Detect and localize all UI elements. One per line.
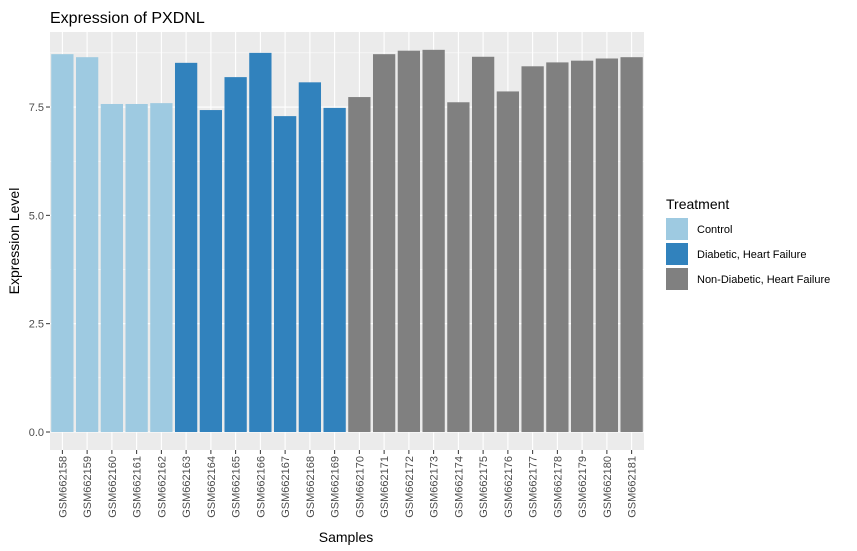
x-tick-label: GSM662179 — [577, 456, 589, 518]
x-tick-label: GSM662181 — [627, 456, 639, 518]
bar-GSM662174 — [447, 102, 470, 432]
bar-GSM662181 — [620, 57, 643, 433]
x-tick-label: GSM662178 — [552, 456, 564, 518]
x-tick-label: GSM662172 — [404, 456, 416, 518]
x-tick-label: GSM662180 — [602, 456, 614, 518]
x-tick-label: GSM662177 — [528, 456, 540, 518]
bar-GSM662173 — [422, 49, 445, 432]
bar-GSM662163 — [174, 62, 198, 432]
bar-GSM662172 — [397, 50, 421, 433]
chart-title: Expression of PXDNL — [50, 10, 205, 27]
bar-GSM662161 — [125, 103, 148, 433]
bar-GSM662175 — [471, 56, 495, 432]
y-tick-label: 2.5 — [29, 319, 44, 331]
x-tick-label: GSM662169 — [330, 456, 342, 518]
bar-GSM662176 — [496, 91, 520, 432]
legend-key-1 — [666, 243, 688, 265]
x-tick-label: GSM662170 — [354, 456, 366, 518]
bar-GSM662168 — [298, 82, 322, 432]
y-tick-label: 0.0 — [29, 427, 44, 439]
bar-GSM662177 — [521, 66, 544, 432]
x-tick-label: GSM662160 — [107, 456, 119, 518]
legend-key-2 — [666, 268, 688, 290]
x-tick-label: GSM662161 — [132, 456, 144, 518]
plot-panel — [50, 32, 644, 450]
x-tick-label: GSM662166 — [255, 456, 267, 518]
x-tick-label: GSM662171 — [379, 456, 391, 518]
y-tick-label: 5.0 — [29, 210, 44, 222]
bar-GSM662169 — [323, 107, 346, 432]
legend-label: Non-Diabetic, Heart Failure — [697, 274, 830, 286]
bar-GSM662160 — [100, 103, 124, 433]
bar-GSM662178 — [546, 62, 569, 432]
legend-key-0 — [666, 218, 688, 240]
y-axis: 0.0 2.5 5.0 7.5 — [29, 102, 50, 439]
x-tick-label: GSM662168 — [305, 456, 317, 518]
legend-label: Diabetic, Heart Failure — [697, 249, 806, 261]
bar-GSM662164 — [199, 110, 223, 432]
x-axis-title: Samples — [319, 529, 373, 545]
y-tick-label: 7.5 — [29, 102, 44, 114]
bar-GSM662170 — [348, 97, 371, 433]
x-tick-label: GSM662174 — [453, 456, 465, 518]
x-tick-label: GSM662158 — [57, 456, 69, 518]
bars — [51, 49, 643, 433]
bar-GSM662165 — [224, 77, 247, 433]
bar-GSM662162 — [150, 103, 173, 432]
x-tick-label: GSM662162 — [156, 456, 168, 518]
bar-GSM662158 — [51, 54, 74, 432]
bar-GSM662171 — [372, 54, 396, 432]
x-tick-label: GSM662159 — [82, 456, 94, 518]
bar-GSM662167 — [273, 116, 297, 432]
legend: Treatment Control Diabetic, Heart Failure… — [666, 196, 830, 290]
bar-GSM662159 — [75, 57, 99, 433]
bar-GSM662166 — [249, 52, 272, 433]
y-axis-title: Expression Level — [6, 188, 22, 295]
x-tick-label: GSM662163 — [181, 456, 193, 518]
bar-GSM662180 — [595, 58, 619, 433]
x-tick-label: GSM662173 — [429, 456, 441, 518]
x-tick-label: GSM662167 — [280, 456, 292, 518]
x-tick-label: GSM662164 — [206, 456, 218, 518]
x-tick-label: GSM662175 — [478, 456, 490, 518]
x-tick-label: GSM662165 — [231, 456, 243, 518]
legend-label: Control — [697, 224, 732, 236]
legend-title: Treatment — [666, 196, 729, 212]
x-tick-label: GSM662176 — [503, 456, 515, 518]
bar-GSM662179 — [570, 60, 594, 433]
x-axis: GSM662158 GSM662159 GSM662160 GSM662161 GSM6… — [57, 450, 639, 518]
